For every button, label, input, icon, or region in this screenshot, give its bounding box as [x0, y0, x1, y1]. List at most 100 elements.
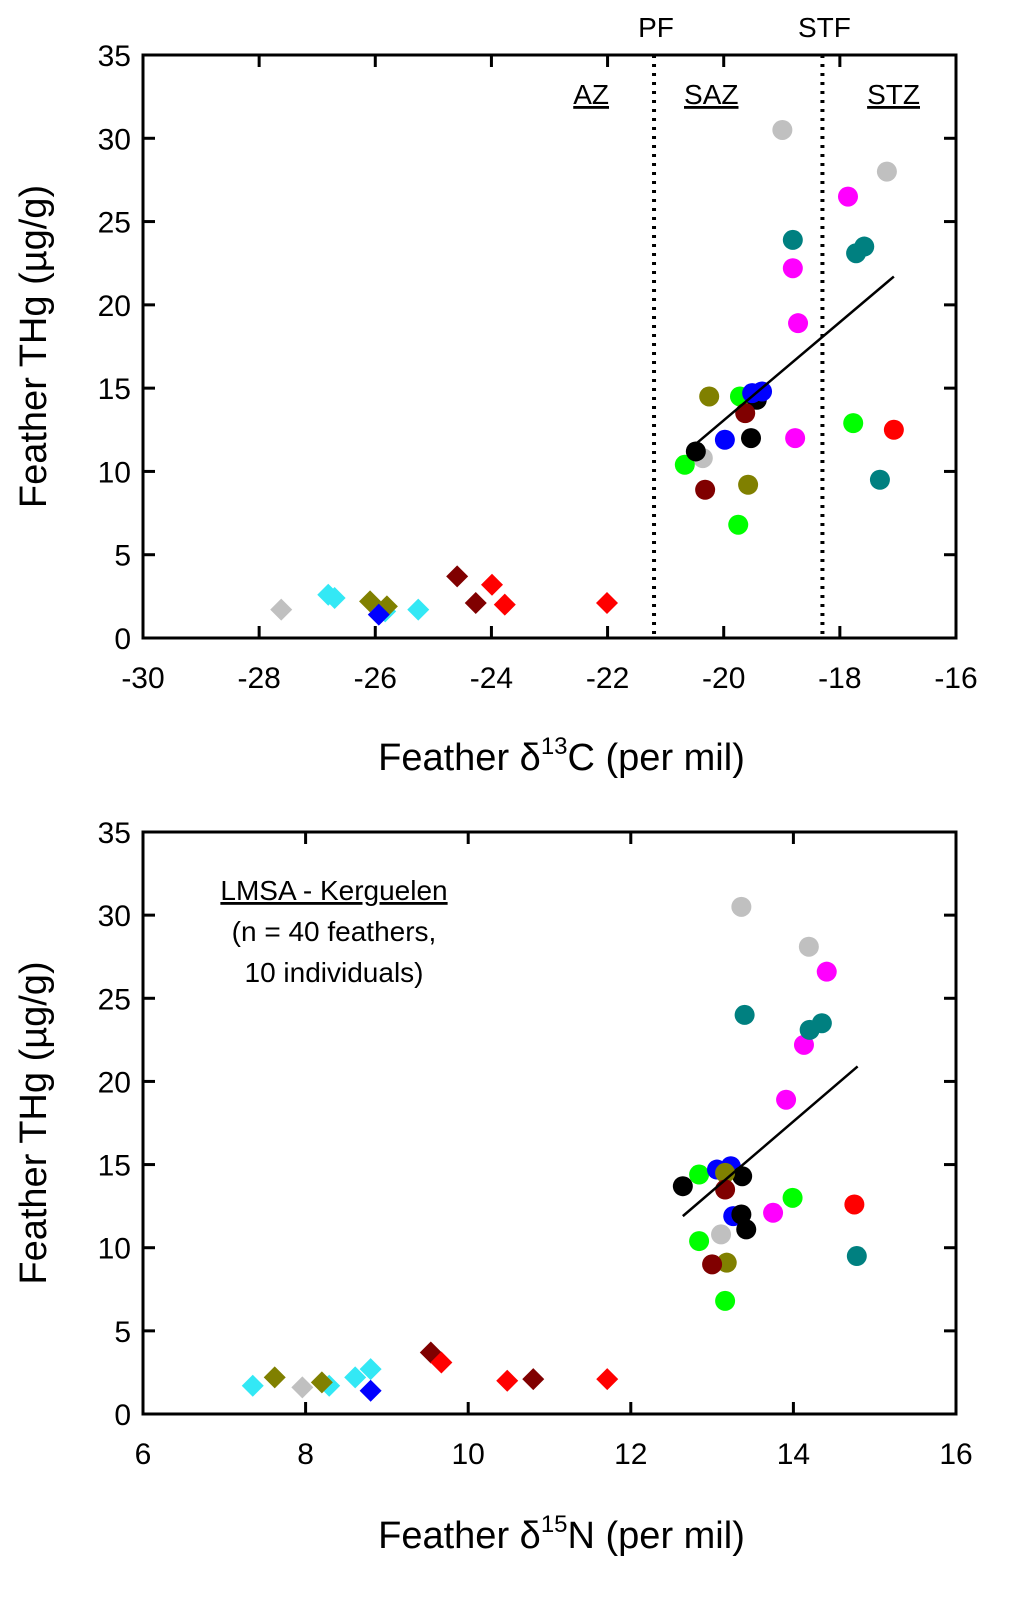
x-tick-label: -20 [702, 662, 745, 695]
circle-point [869, 469, 890, 490]
trend-line [682, 1065, 859, 1218]
y-tick-label: 25 [98, 207, 131, 240]
annotation: LMSA - Kerguelen [220, 875, 447, 906]
circle-point [876, 161, 897, 182]
y-tick-label: 15 [98, 373, 131, 406]
x-axis-label: Feather δ15N (per mil) [378, 1511, 745, 1557]
zone-label: SAZ [684, 79, 738, 110]
circle-point [798, 936, 819, 957]
circle-point [776, 1089, 797, 1110]
plot-frame [141, 830, 958, 1416]
circle-point [715, 1290, 736, 1311]
circle-point [763, 1202, 784, 1223]
diamond-point [493, 593, 516, 616]
x-tick-label: 6 [135, 1438, 152, 1471]
circle-point [772, 119, 793, 140]
circle-point [711, 1224, 732, 1245]
diamond-point [270, 598, 293, 621]
x-axis-label-part: Feather δ [378, 737, 541, 779]
x-axis-label-part: N (per mil) [568, 1515, 745, 1557]
x-tick-label: -30 [121, 662, 164, 695]
plot-frame [141, 53, 958, 640]
y-tick-label: 20 [98, 1066, 131, 1099]
x-axis-label-superscript: 15 [541, 1511, 568, 1538]
circle-point [752, 381, 773, 402]
circle-point [736, 1219, 757, 1240]
circle-point [854, 236, 875, 257]
y-tick-label: 0 [114, 623, 131, 656]
x-tick-label: 12 [614, 1438, 647, 1471]
diamond-point [430, 1351, 453, 1374]
diamond-point [446, 565, 469, 588]
diamond-point [464, 592, 487, 615]
diamond-point [310, 1371, 333, 1394]
diamond-point [344, 1366, 367, 1389]
front-label: STF [798, 12, 851, 43]
panel: 0 5 10 15 20 25 30 35 6 8 10 12 14 16 Feather THg (µg/… [13, 817, 973, 1557]
circle-point [837, 186, 858, 207]
x-tick-label: -22 [586, 662, 629, 695]
y-tick-label: 15 [98, 1150, 131, 1183]
x-axis-label: Feather δ13C (per mil) [378, 733, 745, 779]
circle-point [674, 454, 695, 475]
y-tick-label: 20 [98, 290, 131, 323]
circle-point [785, 428, 806, 449]
y-tick-label: 10 [98, 456, 131, 489]
x-tick-label: -16 [934, 662, 977, 695]
x-tick-label: -26 [354, 662, 397, 695]
circle-point [715, 1162, 736, 1183]
y-tick-label: 5 [114, 1316, 131, 1349]
circle-point [811, 1013, 832, 1034]
circle-point [689, 1231, 710, 1252]
circle-point [699, 386, 720, 407]
y-tick-label: 10 [98, 1233, 131, 1266]
circle-point [702, 1254, 723, 1275]
diamond-point [291, 1376, 314, 1399]
x-tick-label: 10 [452, 1438, 485, 1471]
diamond-point [496, 1369, 519, 1392]
diamond-point [359, 1358, 382, 1381]
x-tick-label: 14 [777, 1438, 810, 1471]
circle-point [741, 428, 762, 449]
circle-point [672, 1176, 693, 1197]
zone-label: AZ [573, 79, 609, 110]
circle-point [714, 429, 735, 450]
x-tick-label: 8 [297, 1438, 314, 1471]
circle-point [738, 474, 759, 495]
circle-point [846, 1246, 867, 1267]
circle-point [731, 896, 752, 917]
annotation: (n = 40 feathers, [232, 916, 437, 947]
panel: 0 5 10 15 20 25 30 35 -30 -28 -26 -24 -22 -20 -18 -16 Fe… [13, 12, 978, 779]
circle-point [728, 514, 749, 535]
trend-line [688, 275, 895, 451]
circle-point [732, 1166, 753, 1187]
diamond-point [596, 1368, 619, 1391]
diamond-point [407, 598, 430, 621]
circle-point [695, 479, 716, 500]
circle-point [685, 441, 706, 462]
circle-point [782, 258, 803, 279]
diamond-point [359, 1379, 382, 1402]
x-axis-label-part: Feather δ [378, 1515, 541, 1557]
y-tick-label: 5 [114, 540, 131, 573]
diamond-point [481, 573, 504, 596]
y-tick-label: 35 [98, 817, 131, 850]
circle-point [843, 413, 864, 434]
circle-point [689, 1164, 710, 1185]
circle-point [782, 229, 803, 250]
circle-point [716, 1252, 737, 1273]
y-tick-label: 30 [98, 900, 131, 933]
front-label: PF [638, 12, 674, 43]
circle-point [734, 1004, 755, 1025]
x-axis-label-part: C (per mil) [568, 737, 745, 779]
annotation: 10 individuals) [245, 957, 424, 988]
diamond-point [367, 603, 390, 626]
circle-point [788, 313, 809, 334]
circle-point [715, 1179, 736, 1200]
y-axis-label: Feather THg (µg/g) [13, 961, 55, 1284]
diamond-point [522, 1368, 545, 1391]
circle-point [735, 403, 756, 424]
x-tick-label: -24 [470, 662, 513, 695]
circle-point [883, 419, 904, 440]
